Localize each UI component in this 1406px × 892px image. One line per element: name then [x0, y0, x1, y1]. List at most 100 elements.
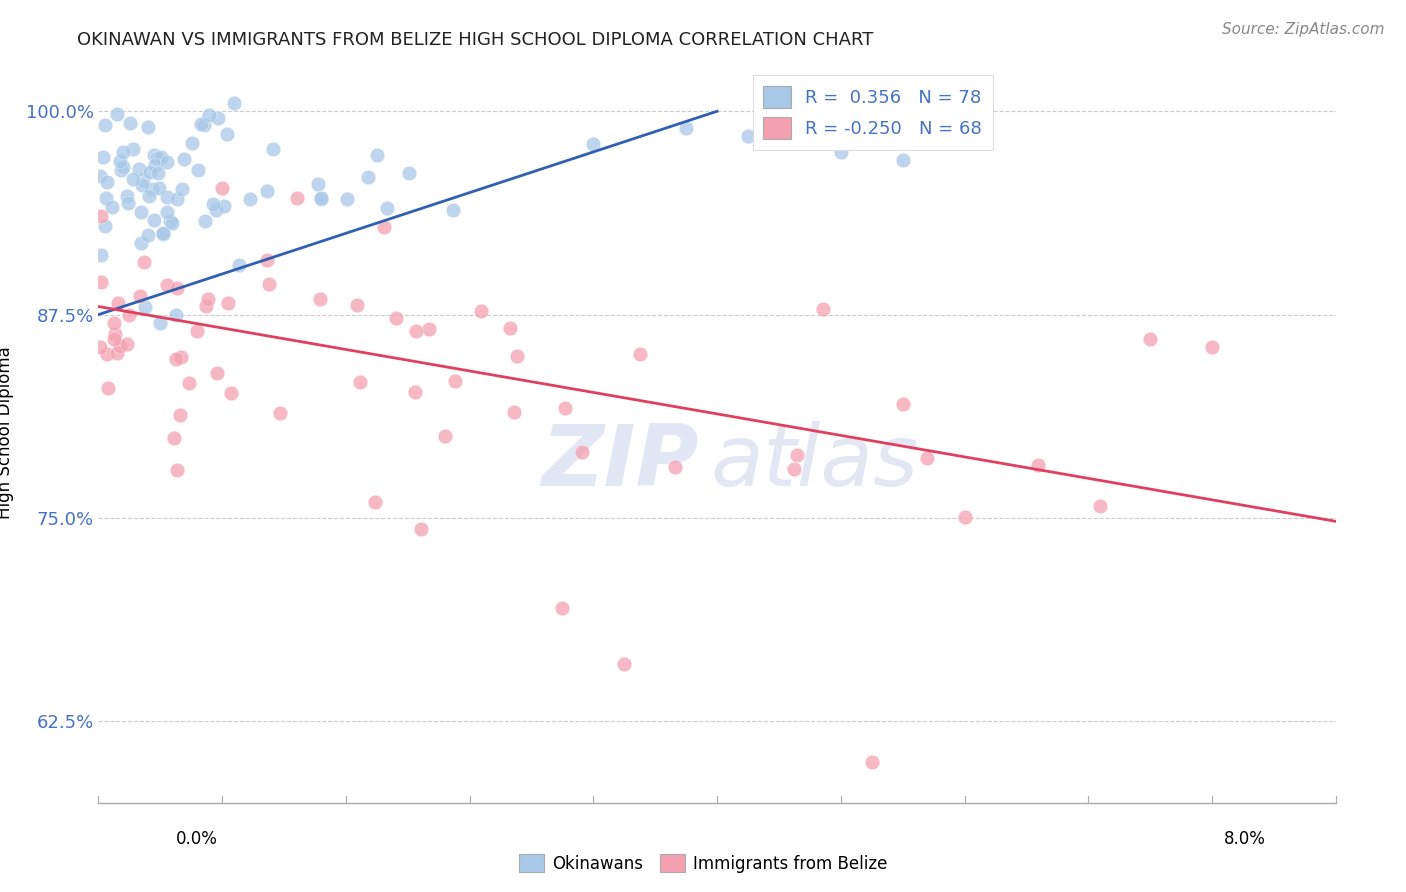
Point	[336, 192, 359, 206]
Legend: R =  0.356   N = 78, R = -0.250   N = 68: R = 0.356 N = 78, R = -0.250 N = 68	[752, 75, 993, 150]
Point	[737, 128, 759, 143]
Point	[813, 301, 835, 316]
Point	[366, 148, 388, 162]
Point	[136, 227, 159, 242]
Point	[238, 192, 260, 206]
Point	[207, 111, 229, 125]
Point	[409, 522, 432, 536]
Point	[110, 339, 132, 353]
Point	[150, 151, 173, 165]
Point	[1201, 340, 1223, 354]
Point	[506, 349, 529, 363]
Point	[375, 201, 398, 215]
Point	[664, 460, 686, 475]
Point	[110, 163, 132, 178]
Text: OKINAWAN VS IMMIGRANTS FROM BELIZE HIGH SCHOOL DIPLOMA CORRELATION CHART: OKINAWAN VS IMMIGRANTS FROM BELIZE HIGH …	[77, 31, 873, 49]
Point	[197, 292, 219, 306]
Point	[94, 219, 117, 233]
Point	[149, 316, 172, 330]
Point	[860, 845, 883, 859]
Point	[118, 308, 141, 322]
Point	[94, 118, 117, 132]
Text: Source: ZipAtlas.com: Source: ZipAtlas.com	[1222, 22, 1385, 37]
Point	[257, 277, 280, 291]
Point	[503, 405, 526, 419]
Text: 0.0%: 0.0%	[176, 830, 218, 847]
Point	[443, 374, 465, 388]
Point	[97, 381, 120, 395]
Point	[166, 463, 188, 477]
Point	[100, 201, 122, 215]
Point	[111, 160, 134, 174]
Point	[346, 298, 368, 312]
Point	[891, 153, 914, 167]
Point	[169, 408, 191, 422]
Point	[138, 189, 160, 203]
Point	[356, 169, 378, 184]
Point	[146, 151, 169, 165]
Point	[103, 332, 125, 346]
Point	[190, 117, 212, 131]
Point	[955, 510, 977, 524]
Point	[143, 213, 166, 227]
Point	[170, 182, 193, 196]
Point	[1026, 458, 1049, 473]
Point	[132, 173, 155, 187]
Point	[786, 448, 808, 462]
Point	[311, 192, 333, 206]
Point	[224, 96, 246, 111]
Point	[141, 182, 163, 196]
Point	[675, 120, 697, 135]
Point	[554, 401, 576, 416]
Point	[613, 657, 636, 672]
Point	[830, 145, 852, 159]
Point	[173, 152, 195, 166]
Point	[582, 136, 605, 151]
Point	[148, 181, 170, 195]
Point	[441, 202, 464, 217]
Point	[405, 324, 427, 338]
Point	[139, 165, 162, 179]
Point	[131, 236, 153, 251]
Point	[117, 337, 139, 351]
Point	[211, 181, 233, 195]
Point	[118, 116, 141, 130]
Point	[160, 216, 183, 230]
Point	[152, 227, 174, 241]
Point	[165, 308, 187, 322]
Point	[156, 277, 179, 292]
Point	[166, 193, 188, 207]
Point	[122, 142, 145, 156]
Point	[96, 347, 118, 361]
Point	[217, 128, 239, 142]
Point	[891, 397, 914, 411]
Point	[145, 158, 167, 172]
Legend: Okinawans, Immigrants from Belize: Okinawans, Immigrants from Belize	[512, 847, 894, 880]
Point	[103, 316, 125, 330]
Point	[1139, 332, 1161, 346]
Point	[180, 136, 202, 150]
Text: ZIP: ZIP	[541, 421, 699, 504]
Point	[90, 248, 112, 262]
Point	[194, 299, 217, 313]
Point	[418, 322, 440, 336]
Point	[104, 327, 127, 342]
Point	[212, 199, 235, 213]
Point	[143, 148, 166, 162]
Point	[136, 120, 159, 134]
Point	[105, 346, 128, 360]
Point	[269, 406, 291, 420]
Point	[108, 154, 131, 169]
Point	[405, 385, 427, 400]
Text: atlas: atlas	[711, 421, 920, 504]
Point	[202, 197, 225, 211]
Point	[307, 177, 329, 191]
Point	[128, 289, 150, 303]
Point	[134, 300, 156, 314]
Point	[186, 325, 208, 339]
Point	[187, 163, 209, 178]
Text: 8.0%: 8.0%	[1223, 830, 1265, 847]
Point	[134, 254, 156, 268]
Point	[166, 352, 188, 367]
Point	[256, 184, 278, 198]
